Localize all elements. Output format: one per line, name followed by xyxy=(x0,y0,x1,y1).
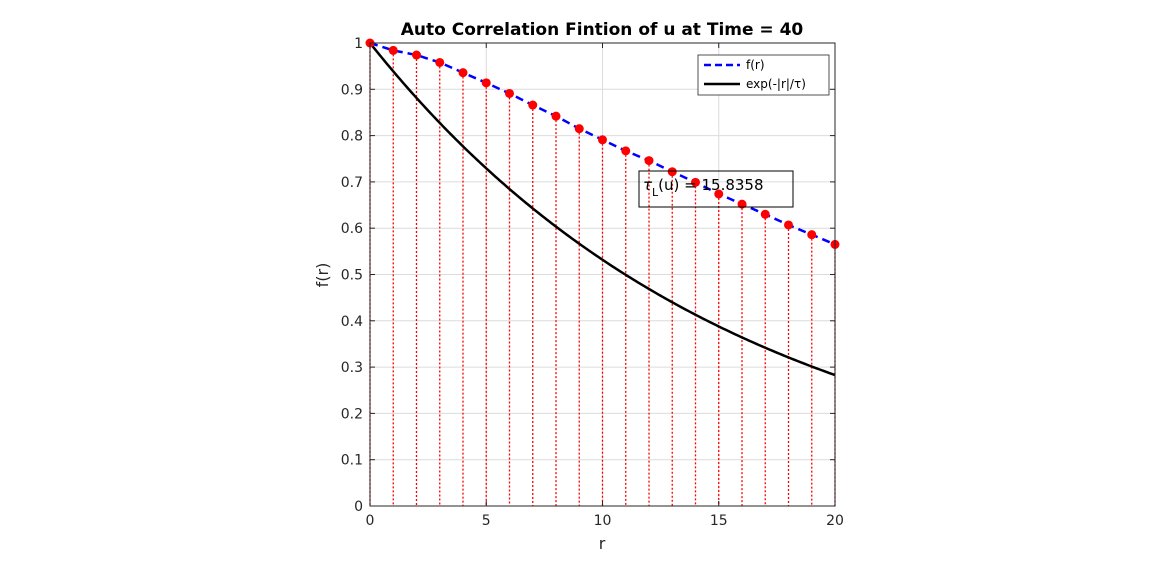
stem-lines xyxy=(369,43,836,506)
annotation-box xyxy=(638,170,794,208)
fr-data-point xyxy=(388,45,398,55)
fr-data-point xyxy=(598,135,607,145)
axis-ticks xyxy=(369,42,836,507)
fr-data-point xyxy=(458,68,468,78)
x-tick-label: 0 xyxy=(366,513,375,529)
y-tick-label: 0 xyxy=(354,499,363,515)
fr-data-point xyxy=(435,57,445,67)
y-tick-label: 0.8 xyxy=(341,129,363,145)
y-tick-label: 0.7 xyxy=(341,175,363,191)
fr-data-point xyxy=(528,100,538,110)
y-tick-label: 0.3 xyxy=(341,360,363,376)
y-tick-label: 0.2 xyxy=(341,406,363,422)
fr-data-point xyxy=(667,167,677,177)
fr-data-point xyxy=(574,124,584,134)
fr-data-point xyxy=(505,88,514,98)
fr-data-point xyxy=(807,230,817,240)
y-tick-label: 0.6 xyxy=(341,221,363,237)
exp-series-line xyxy=(369,42,836,377)
tau-annotation: τL(u) = 15.8358 xyxy=(638,170,794,208)
legend-exp-label: exp(-|r|/τ) xyxy=(746,77,806,91)
y-tick-label: 0.5 xyxy=(341,268,363,284)
x-axis-label: r xyxy=(599,534,606,553)
annotation-tau: τ xyxy=(643,176,653,194)
annotation-value: (u) = 15.8358 xyxy=(658,176,763,194)
x-tick-label: 10 xyxy=(594,513,612,529)
x-tick-label: 20 xyxy=(826,513,844,529)
annotation-text: τL(u) = 15.8358 xyxy=(643,176,764,199)
fr-data-point xyxy=(481,78,491,88)
fr-markers xyxy=(365,38,840,249)
chart-title: Auto Correlation Fintion of u at Time = … xyxy=(401,20,804,40)
tick-labels: 0 5 10 15 20 0 0.1 0.2 0.3 0.4 0.5 0.6 0.7 0.8 0.9 1 xyxy=(341,36,844,529)
fr-data-point xyxy=(412,50,421,60)
y-tick-label: 0.9 xyxy=(341,82,363,98)
legend: f(r) exp(-|r|/τ) xyxy=(697,54,830,96)
x-tick-label: 5 xyxy=(482,513,491,529)
legend-box xyxy=(697,54,830,96)
fr-data-point xyxy=(691,177,700,187)
y-axis-label: f(r) xyxy=(313,263,332,288)
fr-data-point xyxy=(621,146,631,156)
fr-data-point xyxy=(644,156,654,166)
annotation-subscript: L xyxy=(652,186,659,199)
fr-data-point xyxy=(784,220,793,230)
legend-fr-label: f(r) xyxy=(746,58,765,72)
fr-data-point xyxy=(760,209,770,219)
fr-data-point xyxy=(551,111,561,121)
y-tick-label: 1 xyxy=(354,36,363,52)
fr-data-point xyxy=(737,199,747,209)
x-tick-label: 15 xyxy=(710,513,728,529)
fr-data-point xyxy=(714,189,724,199)
y-tick-label: 0.4 xyxy=(341,314,363,330)
y-tick-label: 0.1 xyxy=(341,453,363,469)
